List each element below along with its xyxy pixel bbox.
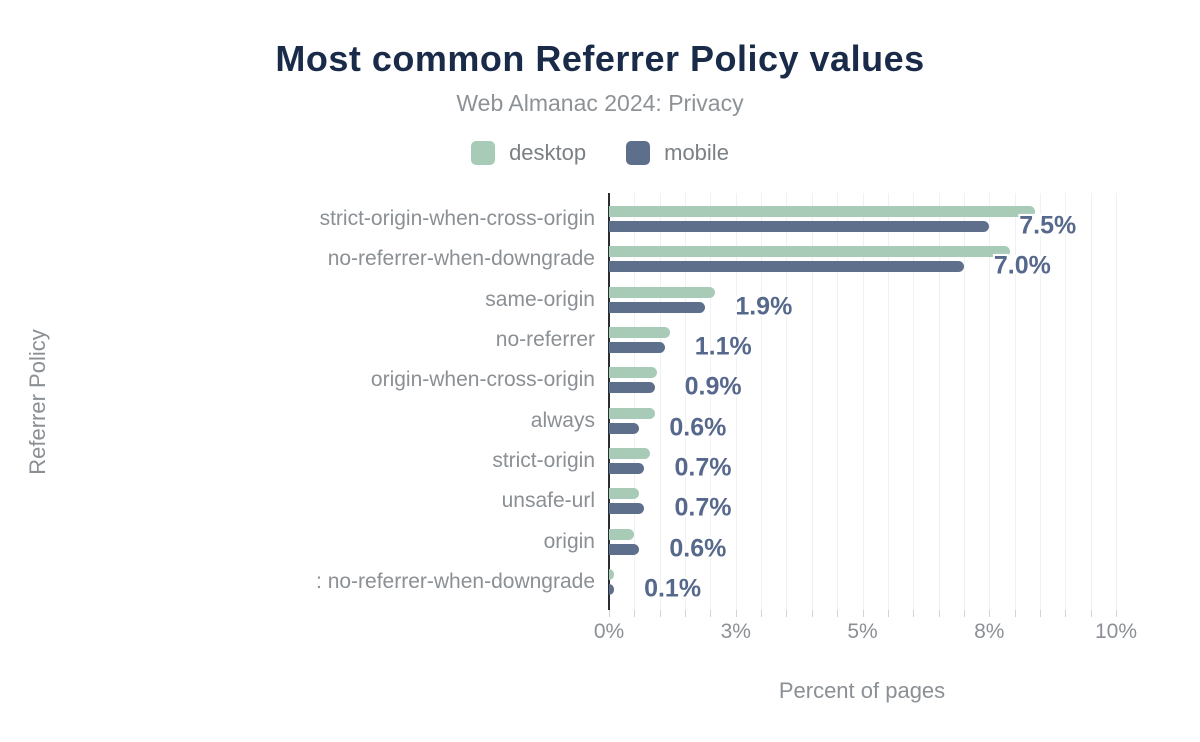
category-label: strict-origin-when-cross-origin bbox=[319, 207, 595, 231]
category-label: strict-origin bbox=[492, 448, 595, 472]
category-label: origin bbox=[543, 529, 595, 553]
category-label: no-referrer-when-downgrade bbox=[327, 247, 595, 271]
axis-tick bbox=[1039, 610, 1041, 617]
bar-mobile bbox=[609, 382, 655, 394]
gridline bbox=[735, 193, 737, 610]
data-label: 0.7% bbox=[674, 493, 732, 522]
axis-tick bbox=[887, 610, 889, 617]
gridline bbox=[761, 193, 763, 610]
chart-legend: desktop mobile bbox=[0, 138, 1200, 168]
bar-desktop bbox=[609, 447, 650, 459]
bar-desktop bbox=[609, 568, 615, 580]
axis-tick bbox=[1014, 610, 1016, 617]
axis-tick bbox=[989, 610, 991, 617]
gridline bbox=[811, 193, 813, 610]
bar-mobile bbox=[609, 462, 645, 474]
x-tick-label: 10% bbox=[1094, 620, 1138, 643]
bar-desktop bbox=[609, 327, 670, 339]
data-label: 1.9% bbox=[735, 292, 793, 321]
category-label: no-referrer bbox=[495, 328, 595, 352]
legend-swatch-mobile bbox=[626, 141, 651, 165]
x-tick-label: 0% bbox=[593, 620, 625, 643]
data-label: 0.7% bbox=[674, 453, 732, 482]
gridline bbox=[1090, 193, 1092, 610]
bar-mobile bbox=[609, 543, 640, 555]
data-label: 1.1% bbox=[694, 332, 752, 361]
bar-mobile bbox=[609, 583, 615, 595]
axis-tick bbox=[837, 610, 839, 617]
gridline bbox=[1014, 193, 1016, 610]
axis-tick bbox=[811, 610, 813, 617]
gridline bbox=[710, 193, 712, 610]
gridline bbox=[963, 193, 965, 610]
bar-desktop bbox=[609, 367, 658, 379]
x-tick-label: 8% bbox=[974, 620, 1005, 643]
bar-mobile bbox=[609, 422, 640, 434]
chart-subtitle: Web Almanac 2024: Privacy bbox=[456, 90, 744, 116]
axis-tick bbox=[1116, 610, 1117, 617]
data-label: 0.1% bbox=[644, 574, 702, 603]
gridline bbox=[659, 193, 661, 610]
axis-tick bbox=[963, 610, 965, 617]
data-label: 0.9% bbox=[684, 372, 742, 401]
gridline bbox=[837, 193, 839, 610]
axis-tick bbox=[938, 610, 940, 617]
axis-tick bbox=[913, 610, 915, 617]
gridline bbox=[989, 193, 991, 610]
data-label: 0.6% bbox=[669, 413, 727, 442]
bar-mobile bbox=[609, 261, 964, 273]
axis-tick bbox=[685, 610, 687, 617]
axis-tick bbox=[710, 610, 712, 617]
axis-tick bbox=[609, 610, 610, 617]
y-axis-title: Referrer Policy bbox=[25, 329, 50, 475]
gridline bbox=[786, 193, 788, 610]
legend-swatch-desktop bbox=[471, 141, 496, 165]
legend-label: mobile bbox=[664, 140, 729, 165]
category-label: unsafe-url bbox=[501, 489, 595, 513]
x-axis-title: Percent of pages bbox=[778, 678, 946, 703]
category-label: origin-when-cross-origin bbox=[370, 368, 595, 392]
axis-tick bbox=[735, 610, 737, 617]
gridline bbox=[938, 193, 940, 610]
legend-label: desktop bbox=[509, 140, 587, 165]
x-tick-label: 3% bbox=[720, 620, 751, 643]
gridline bbox=[634, 193, 636, 610]
axis-tick bbox=[1090, 610, 1092, 617]
data-label: 7.0% bbox=[993, 251, 1051, 280]
data-label: 0.6% bbox=[669, 534, 727, 563]
gridline bbox=[685, 193, 687, 610]
bar-desktop bbox=[609, 407, 655, 419]
bar-mobile bbox=[609, 342, 665, 354]
category-label: : no-referrer-when-downgrade bbox=[316, 569, 595, 593]
axis-tick bbox=[786, 610, 788, 617]
gridline bbox=[887, 193, 889, 610]
x-tick-label: 5% bbox=[847, 620, 878, 643]
category-label: same-origin bbox=[485, 287, 595, 311]
bar-desktop bbox=[609, 246, 1010, 258]
bar-mobile bbox=[609, 221, 990, 233]
axis-tick bbox=[659, 610, 661, 617]
bar-mobile bbox=[609, 503, 645, 515]
gridline bbox=[1039, 193, 1041, 610]
bar-desktop bbox=[609, 286, 716, 298]
gridline bbox=[862, 193, 864, 610]
axis-tick bbox=[862, 610, 864, 617]
bar-desktop bbox=[609, 488, 640, 500]
bar-mobile bbox=[609, 301, 706, 313]
legend-item-mobile[interactable]: mobile bbox=[626, 140, 729, 166]
gridline bbox=[913, 193, 915, 610]
data-label: 7.5% bbox=[1019, 211, 1077, 240]
legend-item-desktop[interactable]: desktop bbox=[471, 140, 586, 166]
bar-desktop bbox=[609, 206, 1035, 218]
y-axis-line bbox=[608, 193, 610, 610]
axis-tick bbox=[634, 610, 636, 617]
axis-tick bbox=[1065, 610, 1067, 617]
gridline bbox=[1116, 193, 1117, 610]
category-label: always bbox=[530, 408, 595, 432]
chart-title: Most common Referrer Policy values bbox=[275, 38, 925, 79]
axis-tick bbox=[761, 610, 763, 617]
gridline bbox=[1065, 193, 1067, 610]
bar-desktop bbox=[609, 528, 635, 540]
